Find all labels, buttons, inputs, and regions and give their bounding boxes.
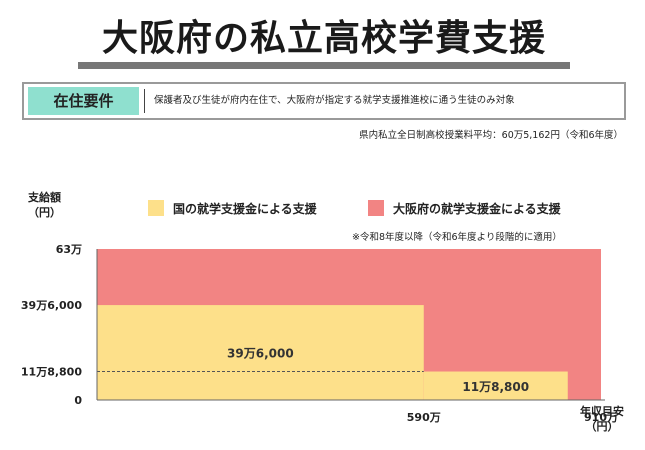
x-axis-label-line-2: （円） [585,420,619,433]
legend-swatch-osaka [368,200,384,216]
x-axis-label-line-1: 年収目安 [580,405,624,418]
chart-footnote: ※令和8年度以降（令和6年度より段階的に適用） [352,232,562,243]
y-axis-label: 支給額 （円） [28,190,61,220]
bar-national-1 [423,371,568,400]
title-underline [78,62,570,69]
legend-item-osaka: 大阪府の就学支援金による支援 [368,198,561,218]
legend-item-national: 国の就学支援金による支援 [148,198,317,218]
y-tick-label-3: 63万 [56,243,82,256]
y-tick-label-1: 11万8,800 [21,366,82,379]
x-axis-label: 年収目安 （円） [580,404,624,434]
x-tick-label-1: 910万 [584,411,618,424]
requirement-text: 保護者及び生徒が府内在住で、大阪府が指定する就学支援推進校に通う生徒のみ対象 [154,95,515,106]
data-label-national-1: 11万8,800 [462,380,529,394]
y-axis-label-line-2: （円） [28,206,61,219]
x-tick-label-0: 590万 [407,411,441,424]
bar-national-0 [97,305,424,400]
legend-label-national: 国の就学支援金による支援 [173,201,317,216]
y-tick-label-0: 0 [74,394,82,407]
legend-swatch-national [148,200,164,216]
page-title: 大阪府の私立高校学費支援 [101,18,546,59]
requirement-box: 在住要件 保護者及び生徒が府内在住で、大阪府が指定する就学支援推進校に通う生徒の… [22,82,626,120]
y-tick-label-2: 39万6,000 [21,299,82,312]
legend-label-osaka: 大阪府の就学支援金による支援 [393,201,561,216]
requirement-label: 在住要件 [28,87,139,115]
y-axis-label-line-1: 支給額 [28,191,61,204]
average-tuition-note: 県内私立全日制高校授業料平均：60万5,162円（令和6年度） [359,130,623,141]
data-label-national-0: 39万6,000 [227,347,294,361]
requirement-separator [144,89,145,113]
